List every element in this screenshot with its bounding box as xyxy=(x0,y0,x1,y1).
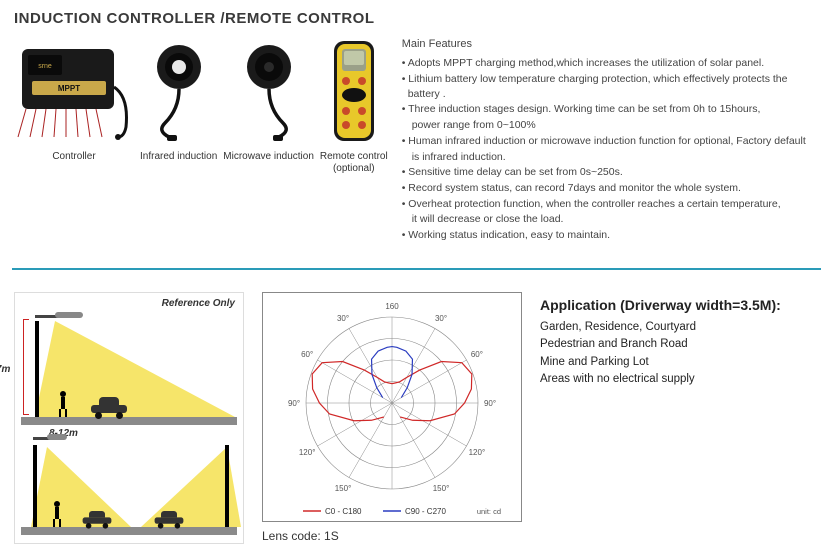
svg-text:C90 - C270: C90 - C270 xyxy=(405,507,446,516)
top-row: srne MPPT Controller xyxy=(0,33,833,254)
svg-text:160: 160 xyxy=(385,302,399,311)
application-list: Garden, Residence, CourtyardPedestrian a… xyxy=(540,319,819,388)
svg-text:90°: 90° xyxy=(288,399,300,408)
svg-text:MPPT: MPPT xyxy=(58,84,80,93)
svg-text:90°: 90° xyxy=(484,399,496,408)
application-line: Garden, Residence, Courtyard xyxy=(540,319,819,336)
svg-text:30°: 30° xyxy=(435,314,447,323)
svg-text:srne: srne xyxy=(38,63,52,70)
mw-sensor-icon xyxy=(235,37,303,147)
height-label-1: 5-7m xyxy=(0,363,10,377)
product-remote: Remote control(optional) xyxy=(320,37,388,175)
feature-item: it will decrease or close the load. xyxy=(402,212,819,227)
reference-title: Reference Only xyxy=(162,297,235,311)
application-line: Areas with no electrical supply xyxy=(540,371,819,388)
section-divider xyxy=(12,268,821,270)
svg-text:30°: 30° xyxy=(337,314,349,323)
lens-code: Lens code: 1S xyxy=(262,528,522,545)
product-label: Controller xyxy=(52,151,95,163)
reference-diagram: Reference Only 5-7m 8-12m xyxy=(14,292,244,545)
svg-text:60°: 60° xyxy=(471,350,483,359)
product-images: srne MPPT Controller xyxy=(14,37,388,244)
product-ir-sensor: Infrared induction xyxy=(140,37,217,163)
remote-icon xyxy=(324,37,384,147)
application-block: Application (Driverway width=3.5M): Gard… xyxy=(540,292,819,545)
polar-chart: 150° 120° 90° 60° 30° 30° 60° 90° 120° 150° 160 C0 … xyxy=(262,292,522,522)
polar-chart-wrap: 150° 120° 90° 60° 30° 30° 60° 90° 120° 150° 160 C0 … xyxy=(262,292,522,545)
product-controller: srne MPPT Controller xyxy=(14,37,134,163)
feature-item: Overheat protection function, when the c… xyxy=(402,197,819,212)
features-title: Main Features xyxy=(402,37,819,52)
feature-item: is infrared induction. xyxy=(402,150,819,165)
svg-text:120°: 120° xyxy=(299,448,316,457)
feature-item: Record system status, can record 7days a… xyxy=(402,181,819,196)
application-title: Application (Driverway width=3.5M): xyxy=(540,296,819,316)
reference-scene-1: 5-7m xyxy=(21,313,237,425)
controller-icon: srne MPPT xyxy=(14,37,134,147)
feature-item: Three induction stages design. Working t… xyxy=(402,102,819,117)
svg-text:150°: 150° xyxy=(335,484,352,493)
ir-sensor-icon xyxy=(145,37,213,147)
application-line: Mine and Parking Lot xyxy=(540,354,819,371)
svg-text:unit: cd: unit: cd xyxy=(477,507,501,516)
svg-text:150°: 150° xyxy=(433,484,450,493)
reference-scene-2: 8-12m xyxy=(21,431,237,535)
svg-text:120°: 120° xyxy=(469,448,486,457)
feature-item: Human infrared induction or microwave in… xyxy=(402,134,819,149)
features-block: Main Features Adopts MPPT charging metho… xyxy=(396,37,819,244)
product-label: Microwave induction xyxy=(223,151,314,163)
feature-item: Adopts MPPT charging method,which increa… xyxy=(402,56,819,71)
svg-text:60°: 60° xyxy=(301,350,313,359)
application-line: Pedestrian and Branch Road xyxy=(540,336,819,353)
product-label: Infrared induction xyxy=(140,151,217,163)
feature-item: Sensitive time delay can be set from 0s~… xyxy=(402,165,819,180)
product-mw-sensor: Microwave induction xyxy=(223,37,314,163)
features-list: Adopts MPPT charging method,which increa… xyxy=(402,56,819,242)
svg-text:C0 - C180: C0 - C180 xyxy=(325,507,362,516)
product-label: Remote control(optional) xyxy=(320,151,388,175)
feature-item: Lithium battery low temperature charging… xyxy=(402,72,819,101)
bottom-row: Reference Only 5-7m 8-12m xyxy=(0,284,833,554)
section-title: INDUCTION CONTROLLER /REMOTE CONTROL xyxy=(0,0,833,33)
feature-item: power range from 0~100% xyxy=(402,118,819,133)
feature-item: Working status indication, easy to maint… xyxy=(402,228,819,243)
